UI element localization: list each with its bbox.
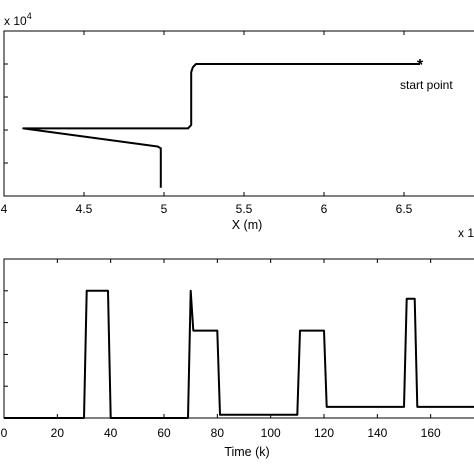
top-start-point-label: start point — [400, 78, 453, 92]
bottom-x-tick-label: 100 — [261, 426, 281, 440]
top-x-tick-label: 4 — [1, 202, 8, 216]
bottom-x-axis-label: Time (k) — [224, 445, 269, 459]
top-x-axis-label: X (m) — [232, 218, 263, 232]
top-x-tick-label: 5.5 — [236, 202, 253, 216]
bottom-x-tick-label: 80 — [211, 426, 225, 440]
bottom-plot: x 1 Time (k) 0 20 40 60 80 100 120 140 160 — [1, 226, 474, 459]
top-x-tick-label: 6.5 — [396, 202, 413, 216]
top-y-multiplier: x 104 — [4, 11, 32, 28]
top-x-tick-label: 4.5 — [76, 202, 93, 216]
bottom-x-tick-label: 60 — [157, 426, 171, 440]
top-start-marker: * — [417, 57, 424, 74]
top-y-multiplier-base: x 10 — [4, 14, 27, 28]
bottom-x-tick-label: 140 — [367, 426, 387, 440]
bottom-x-tick-label: 160 — [421, 426, 441, 440]
bottom-series-line — [4, 289, 474, 419]
top-plot-frame — [3, 30, 474, 197]
bottom-y-multiplier: x 1 — [458, 226, 474, 240]
bottom-plot-frame — [3, 258, 474, 419]
bottom-x-tick-label: 0 — [1, 426, 8, 440]
top-series-line — [22, 63, 420, 188]
bottom-y-multiplier-base: x 1 — [458, 226, 474, 240]
bottom-x-tick-label: 20 — [51, 426, 65, 440]
top-x-tick-label: 6 — [321, 202, 328, 216]
top-plot: x 104 X (m) 4 4.5 5 5.5 6 6.5*start point — [1, 11, 474, 232]
bottom-x-tick-label: 40 — [104, 426, 118, 440]
bottom-x-tick-label: 120 — [314, 426, 334, 440]
top-x-tick-label: 5 — [161, 202, 168, 216]
top-y-multiplier-exp: 4 — [27, 11, 32, 21]
